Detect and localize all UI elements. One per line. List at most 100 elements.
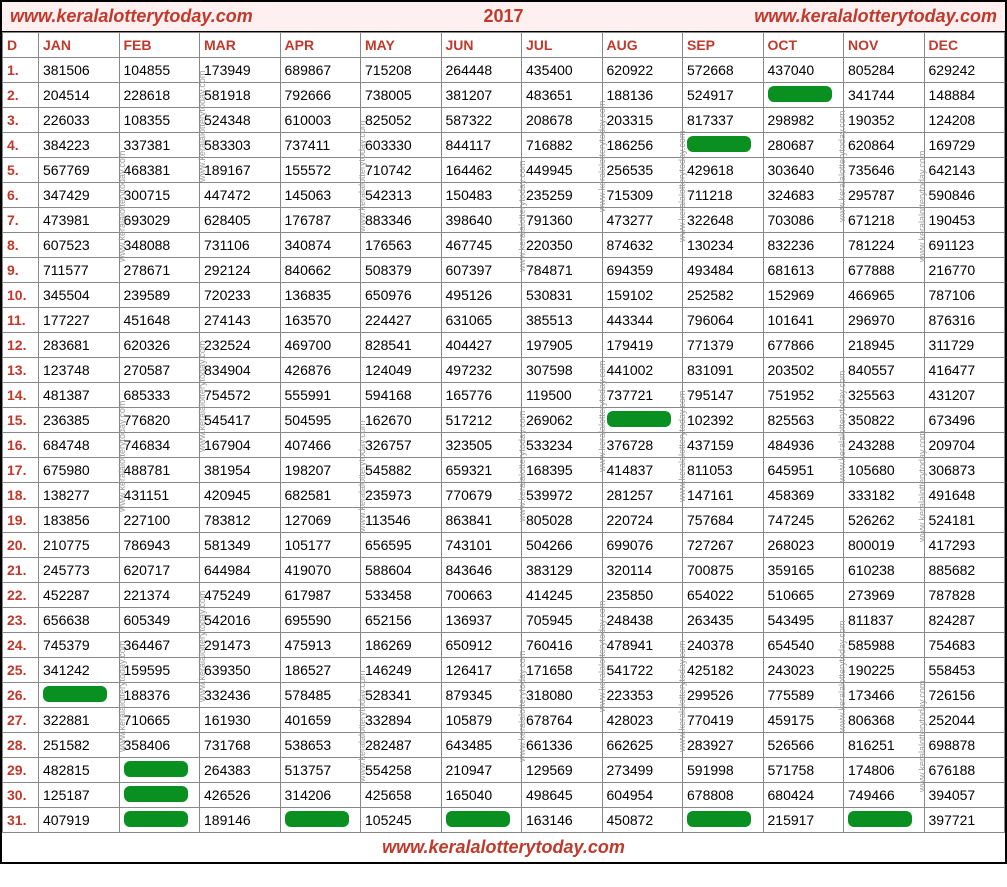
data-cell: 738005	[361, 83, 442, 108]
data-cell: 239589	[119, 283, 200, 308]
data-cell: 710742	[361, 158, 442, 183]
data-cell: 216770	[924, 258, 1005, 283]
data-cell	[119, 783, 200, 808]
day-cell: 31.	[3, 808, 39, 833]
data-cell: 805028	[522, 508, 603, 533]
data-cell: 715208	[361, 58, 442, 83]
day-cell: 14.	[3, 383, 39, 408]
data-cell: 513757	[280, 758, 361, 783]
data-cell: 425182	[683, 658, 764, 683]
data-cell: 749466	[844, 783, 925, 808]
data-cell: 188376	[119, 683, 200, 708]
data-cell: 581918	[200, 83, 281, 108]
data-cell: 163146	[522, 808, 603, 833]
day-cell: 20.	[3, 533, 39, 558]
table-row: 7.47398169302962840517678788334639864079…	[3, 208, 1005, 233]
data-cell: 252044	[924, 708, 1005, 733]
data-cell: 417293	[924, 533, 1005, 558]
data-cell: 210775	[39, 533, 120, 558]
data-cell: 727267	[683, 533, 764, 558]
data-cell: 645951	[763, 458, 844, 483]
data-cell: 270587	[119, 358, 200, 383]
data-cell: 786943	[119, 533, 200, 558]
masked-value	[607, 411, 671, 427]
data-cell: 662625	[602, 733, 683, 758]
data-cell: 834904	[200, 358, 281, 383]
day-cell: 12.	[3, 333, 39, 358]
data-cell: 675980	[39, 458, 120, 483]
data-cell: 125187	[39, 783, 120, 808]
data-cell: 572668	[683, 58, 764, 83]
data-cell: 292124	[200, 258, 281, 283]
masked-value	[124, 761, 188, 777]
table-row: 23.6566386053495420166955906521561369377…	[3, 608, 1005, 633]
data-cell	[602, 408, 683, 433]
data-cell: 617987	[280, 583, 361, 608]
data-cell	[844, 808, 925, 833]
data-cell: 594168	[361, 383, 442, 408]
data-cell: 643485	[441, 733, 522, 758]
month-header-feb: FEB	[119, 33, 200, 58]
data-cell: 190352	[844, 108, 925, 133]
data-cell: 757684	[683, 508, 764, 533]
day-cell: 2.	[3, 83, 39, 108]
data-cell: 441002	[602, 358, 683, 383]
data-cell: 771379	[683, 333, 764, 358]
data-cell: 337381	[119, 133, 200, 158]
data-cell: 176787	[280, 208, 361, 233]
data-cell: 155572	[280, 158, 361, 183]
data-cell: 473277	[602, 208, 683, 233]
data-cell: 844117	[441, 133, 522, 158]
data-cell: 332894	[361, 708, 442, 733]
data-cell: 533458	[361, 583, 442, 608]
data-cell: 695590	[280, 608, 361, 633]
day-cell: 3.	[3, 108, 39, 133]
data-cell	[119, 758, 200, 783]
table-row: 18.1382774311514209456825812359737706795…	[3, 483, 1005, 508]
table-row: 26.1883763324365784855283418793453180802…	[3, 683, 1005, 708]
data-cell: 825052	[361, 108, 442, 133]
table-row: 11.1772274516482741431635702244276310653…	[3, 308, 1005, 333]
data-cell: 322881	[39, 708, 120, 733]
data-cell: 320114	[602, 558, 683, 583]
data-cell: 186269	[361, 633, 442, 658]
data-cell: 510665	[763, 583, 844, 608]
day-cell: 24.	[3, 633, 39, 658]
data-cell: 488781	[119, 458, 200, 483]
data-cell: 416477	[924, 358, 1005, 383]
data-cell: 359165	[763, 558, 844, 583]
data-cell: 186527	[280, 658, 361, 683]
data-cell	[280, 808, 361, 833]
data-cell: 700875	[683, 558, 764, 583]
data-cell: 280687	[763, 133, 844, 158]
month-header-dec: DEC	[924, 33, 1005, 58]
day-cell: 11.	[3, 308, 39, 333]
data-cell: 478941	[602, 633, 683, 658]
data-cell: 173466	[844, 683, 925, 708]
table-row: 21.2457736207176449844190705886048436463…	[3, 558, 1005, 583]
day-cell: 18.	[3, 483, 39, 508]
data-cell: 398640	[441, 208, 522, 233]
data-cell: 113546	[361, 508, 442, 533]
data-cell: 604954	[602, 783, 683, 808]
data-cell: 781224	[844, 233, 925, 258]
data-cell: 152969	[763, 283, 844, 308]
data-cell: 607397	[441, 258, 522, 283]
data-cell: 165776	[441, 383, 522, 408]
data-cell: 524181	[924, 508, 1005, 533]
data-cell: 345504	[39, 283, 120, 308]
day-cell: 8.	[3, 233, 39, 258]
data-cell: 414245	[522, 583, 603, 608]
data-cell: 124049	[361, 358, 442, 383]
data-cell: 183856	[39, 508, 120, 533]
data-cell: 542016	[200, 608, 281, 633]
table-row: 9.71157727867129212484066250837960739778…	[3, 258, 1005, 283]
data-cell: 680424	[763, 783, 844, 808]
data-cell: 783812	[200, 508, 281, 533]
data-cell: 650912	[441, 633, 522, 658]
month-header-jan: JAN	[39, 33, 120, 58]
data-cell: 571758	[763, 758, 844, 783]
data-cell: 588604	[361, 558, 442, 583]
data-cell: 171658	[522, 658, 603, 683]
data-cell: 484936	[763, 433, 844, 458]
